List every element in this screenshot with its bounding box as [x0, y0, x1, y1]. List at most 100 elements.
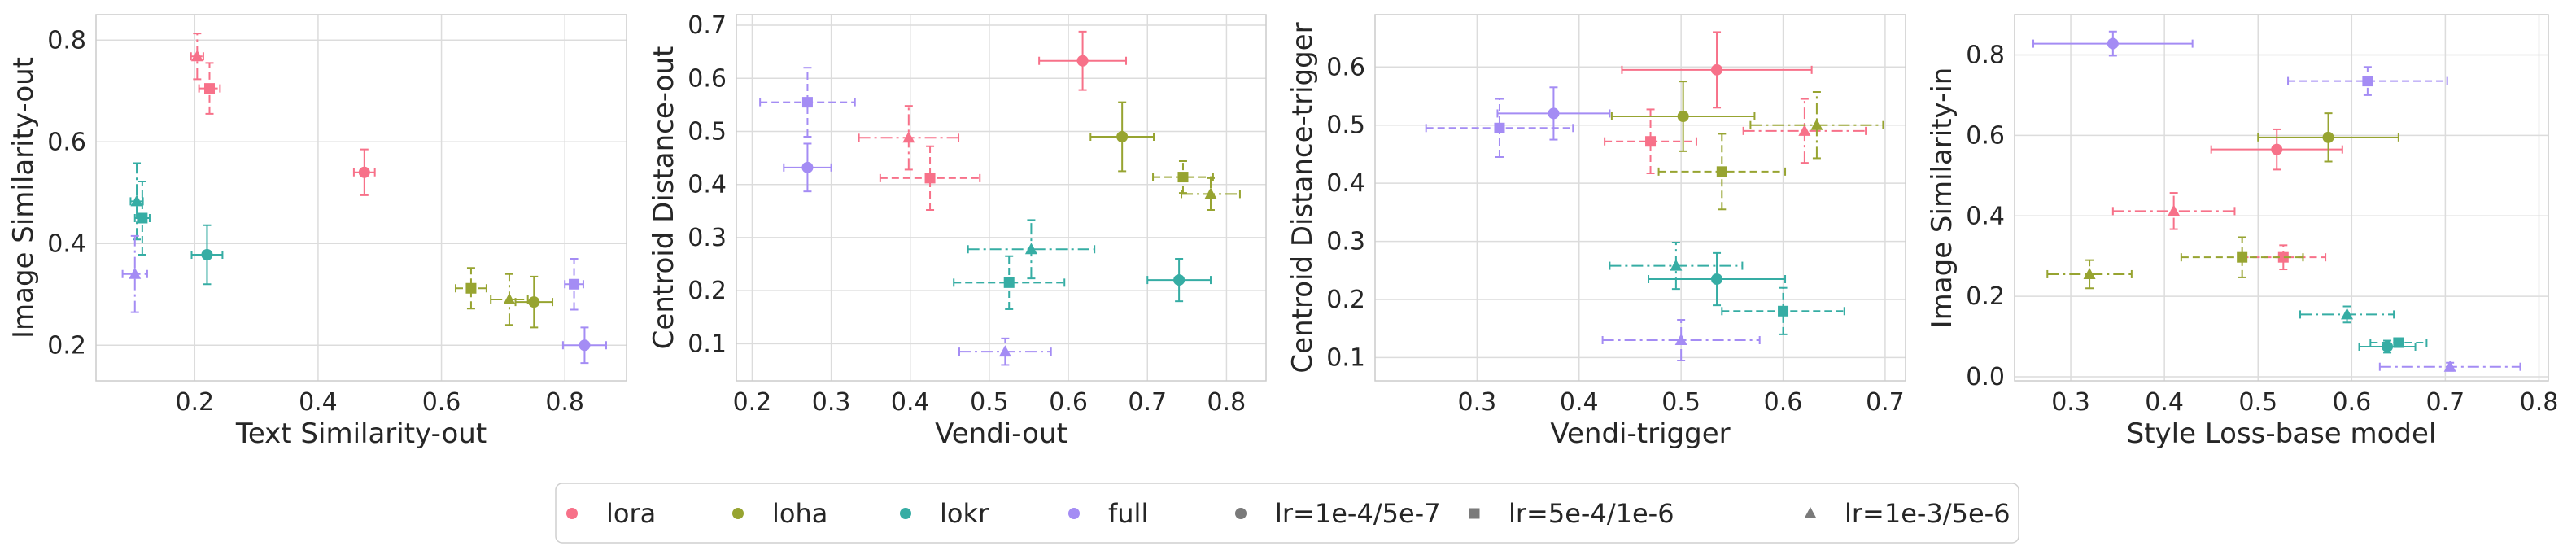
x-tick-label: 0.4	[299, 388, 338, 417]
data-point	[759, 67, 856, 138]
point-marker	[1173, 274, 1185, 286]
legend-item: lr=1e-3/5e-6	[1804, 498, 2011, 529]
data-point	[2369, 337, 2428, 348]
data-point	[858, 105, 960, 171]
point-marker	[2107, 37, 2119, 50]
x-tick-label: 0.3	[1458, 388, 1497, 417]
x-tick-label: 0.3	[812, 388, 851, 417]
data-point	[133, 181, 151, 256]
plot-frame	[736, 14, 1267, 382]
data-point	[1146, 258, 1212, 303]
y-tick-label: 0.2	[47, 331, 86, 360]
legend-item: lr=5e-4/1e-6	[1469, 498, 1674, 529]
legend-marker	[900, 508, 911, 519]
data-point	[454, 267, 487, 310]
point-marker	[358, 166, 370, 178]
legend-item: lora	[566, 498, 656, 529]
x-tick-label: 0.6	[1049, 388, 1088, 417]
point-marker	[1548, 107, 1560, 120]
point-marker	[2322, 131, 2334, 143]
data-point	[352, 148, 376, 196]
point-marker	[1116, 131, 1129, 142]
x-tick-label: 0.2	[733, 388, 772, 417]
point-marker	[924, 173, 936, 184]
data-point	[129, 162, 144, 241]
point-marker	[2271, 143, 2283, 155]
point-marker	[1177, 172, 1189, 183]
data-point	[490, 273, 529, 326]
y-axis-label: Image Similarity-in	[1926, 68, 1958, 329]
point-marker	[2083, 267, 2096, 279]
data-point	[1089, 101, 1155, 173]
data-point	[2287, 66, 2448, 96]
x-tick-label: 0.3	[2051, 388, 2090, 417]
point-marker	[137, 212, 148, 224]
point-marker	[2168, 204, 2181, 216]
y-axis-label: Centroid Distance-out	[648, 46, 680, 350]
data-point	[198, 62, 221, 115]
legend-box	[555, 483, 2019, 544]
y-tick-label: 0.3	[688, 224, 727, 252]
y-tick-label: 0.4	[1326, 169, 1365, 198]
point-marker	[2362, 76, 2373, 87]
point-marker	[190, 50, 203, 62]
y-tick-label: 0.6	[688, 64, 727, 93]
x-tick-label: 0.6	[422, 388, 461, 417]
point-marker	[1674, 334, 1687, 345]
y-tick-label: 0.1	[688, 330, 727, 358]
point-marker	[2393, 337, 2404, 348]
data-point	[1181, 177, 1241, 211]
legend-label: lr=5e-4/1e-6	[1508, 498, 1674, 529]
y-axis-label: Centroid Distance-trigger	[1286, 22, 1319, 373]
legend-item: full	[1068, 498, 1148, 529]
point-marker	[801, 161, 814, 173]
x-axis-label: Text Similarity-out	[235, 417, 487, 450]
data-point	[1604, 108, 1697, 174]
data-point	[2180, 236, 2304, 278]
y-tick-label: 0.8	[47, 26, 86, 55]
y-tick-label: 0.2	[1966, 282, 2005, 311]
x-tick-label: 0.5	[970, 388, 1009, 417]
data-point	[2032, 30, 2194, 57]
scatter-panel-2: 0.2 0.3 0.4 0.5 0.6 0.7 0.8 0.1 0.2 0.3 0.4 0.5 0.6 0…	[648, 11, 1267, 450]
legend-marker	[1235, 508, 1247, 519]
legend-label: lr=1e-4/5e-7	[1275, 498, 1441, 529]
point-marker	[1003, 277, 1015, 288]
legend-label: lora	[606, 498, 656, 529]
data-point	[1749, 91, 1884, 160]
point-marker	[2341, 308, 2354, 320]
point-marker	[1716, 166, 1727, 177]
x-tick-label: 0.5	[2238, 388, 2277, 417]
y-tick-label: 0.6	[47, 128, 86, 156]
x-axis-label: Vendi-trigger	[1550, 417, 1730, 450]
data-point	[1621, 31, 1813, 109]
legend-item: loha	[732, 498, 827, 529]
point-marker	[1778, 305, 1789, 317]
legend-label: full	[1108, 498, 1148, 529]
point-marker	[579, 339, 591, 352]
data-point	[958, 337, 1052, 366]
plot-frame	[95, 14, 627, 382]
point-marker	[902, 131, 915, 143]
point-marker	[801, 97, 813, 108]
legend-item: lr=1e-4/5e-7	[1235, 498, 1441, 529]
data-point	[1742, 98, 1867, 164]
x-tick-label: 0.5	[1661, 388, 1701, 417]
x-tick-label: 0.7	[1866, 388, 1905, 417]
y-tick-label: 0.1	[1326, 343, 1365, 372]
legend-item: lokr	[900, 498, 989, 529]
scatter-panel-3: 0.3 0.4 0.5 0.6 0.7 0.1 0.2 0.3 0.4 0.5 0.6 Vendi-t…	[1286, 14, 1906, 450]
x-tick-label: 0.8	[1207, 388, 1247, 417]
x-tick-label: 0.4	[2145, 388, 2184, 417]
legend-marker	[1068, 508, 1080, 519]
point-marker	[465, 282, 477, 294]
y-tick-label: 0.6	[1966, 121, 2005, 150]
point-marker	[528, 296, 540, 308]
x-tick-label: 0.7	[1128, 388, 1167, 417]
data-point	[879, 145, 981, 211]
x-tick-label: 0.6	[2332, 388, 2371, 417]
x-tick-label: 0.2	[175, 388, 214, 417]
point-marker	[201, 249, 213, 260]
